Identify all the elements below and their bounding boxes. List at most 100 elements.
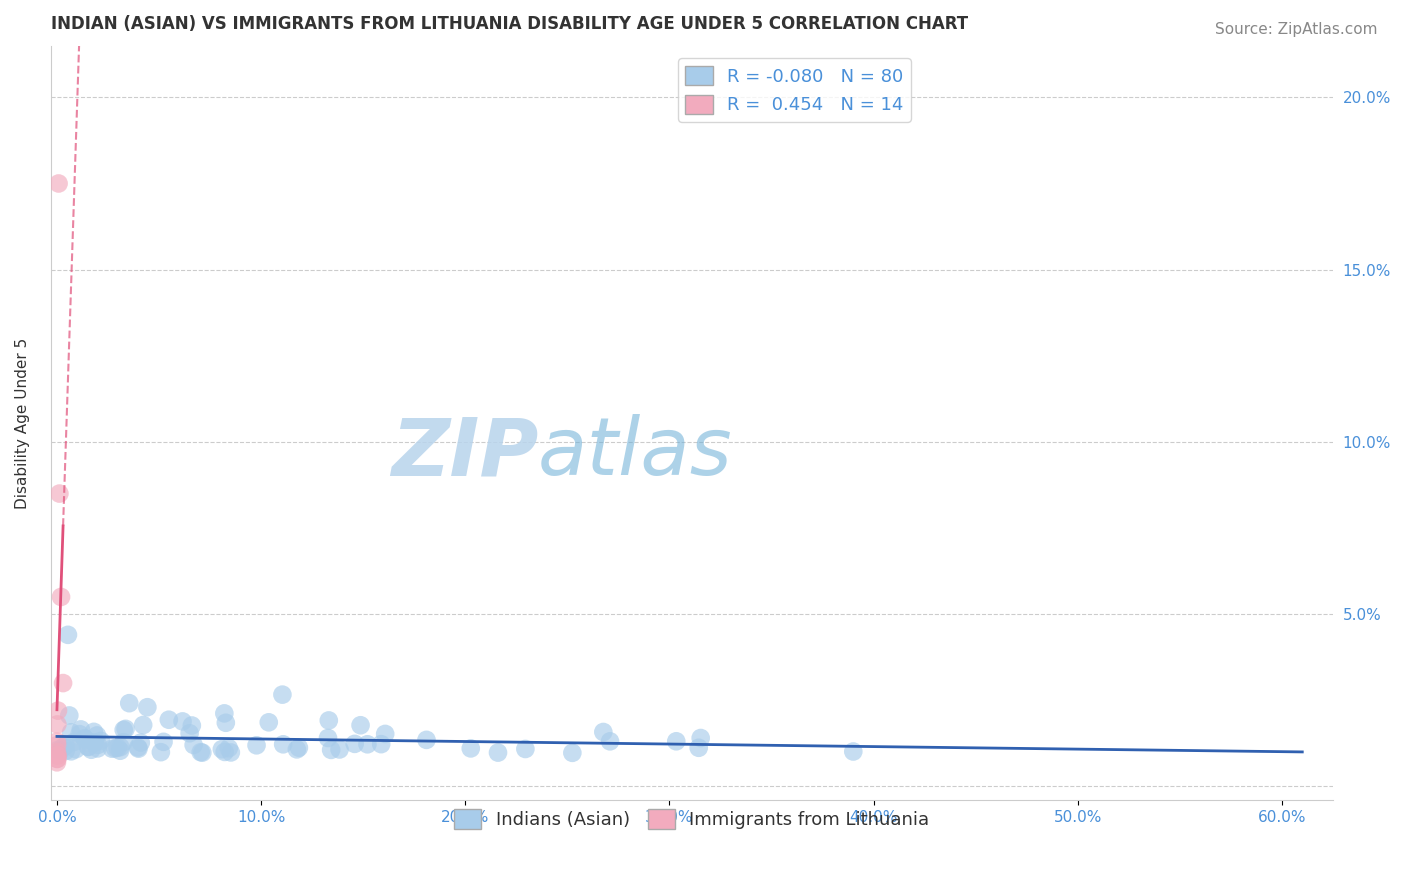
Point bbox=[80, 743, 103, 757]
Point bbox=[46, 717, 69, 731]
Point bbox=[46, 752, 69, 766]
Point bbox=[218, 741, 240, 756]
Point bbox=[77, 739, 100, 754]
Point bbox=[83, 736, 105, 750]
Point bbox=[55, 739, 77, 753]
Point bbox=[112, 723, 135, 737]
Point bbox=[52, 739, 75, 754]
Point bbox=[49, 743, 72, 757]
Point bbox=[219, 746, 242, 760]
Point bbox=[321, 743, 343, 757]
Point bbox=[86, 741, 108, 756]
Point bbox=[288, 740, 311, 755]
Point bbox=[190, 745, 212, 759]
Point bbox=[152, 735, 174, 749]
Point bbox=[128, 741, 150, 756]
Point bbox=[328, 742, 350, 756]
Point bbox=[46, 738, 69, 752]
Y-axis label: Disability Age Under 5: Disability Age Under 5 bbox=[15, 337, 30, 508]
Point bbox=[52, 676, 75, 690]
Point bbox=[285, 742, 308, 756]
Point bbox=[46, 756, 69, 770]
Point bbox=[46, 743, 69, 757]
Point bbox=[316, 731, 339, 745]
Point bbox=[83, 724, 105, 739]
Text: Source: ZipAtlas.com: Source: ZipAtlas.com bbox=[1215, 22, 1378, 37]
Point bbox=[46, 748, 69, 763]
Point bbox=[592, 725, 614, 739]
Point bbox=[374, 727, 396, 741]
Point bbox=[46, 745, 69, 759]
Text: ZIP: ZIP bbox=[391, 414, 538, 492]
Point bbox=[688, 740, 710, 755]
Point bbox=[214, 745, 236, 759]
Point bbox=[83, 735, 105, 749]
Point bbox=[48, 177, 70, 191]
Point bbox=[46, 748, 69, 763]
Point bbox=[561, 746, 583, 760]
Point bbox=[215, 715, 238, 730]
Point bbox=[129, 736, 152, 750]
Point bbox=[180, 718, 202, 732]
Point bbox=[73, 732, 96, 747]
Point bbox=[172, 714, 194, 729]
Point bbox=[157, 713, 180, 727]
Legend: Indians (Asian), Immigrants from Lithuania: Indians (Asian), Immigrants from Lithuan… bbox=[447, 802, 936, 837]
Point bbox=[86, 728, 108, 742]
Point bbox=[149, 745, 172, 759]
Point bbox=[55, 744, 77, 758]
Point bbox=[183, 738, 205, 752]
Point bbox=[136, 700, 159, 714]
Point bbox=[460, 741, 482, 756]
Point bbox=[114, 722, 136, 736]
Point bbox=[271, 737, 294, 751]
Point bbox=[599, 734, 621, 748]
Point bbox=[101, 741, 124, 756]
Point bbox=[486, 746, 509, 760]
Point bbox=[90, 734, 112, 748]
Point bbox=[245, 739, 267, 753]
Point bbox=[191, 746, 214, 760]
Point bbox=[65, 742, 87, 756]
Point bbox=[70, 723, 93, 737]
Point bbox=[132, 718, 155, 732]
Point bbox=[343, 737, 366, 751]
Point bbox=[49, 590, 72, 604]
Point bbox=[257, 715, 280, 730]
Point bbox=[665, 734, 688, 748]
Point bbox=[689, 731, 711, 745]
Point bbox=[63, 735, 86, 749]
Point bbox=[349, 718, 371, 732]
Point bbox=[87, 738, 110, 752]
Point bbox=[415, 732, 437, 747]
Point bbox=[356, 737, 378, 751]
Text: atlas: atlas bbox=[538, 414, 733, 492]
Point bbox=[107, 740, 129, 755]
Point bbox=[842, 745, 865, 759]
Point bbox=[127, 740, 149, 755]
Point bbox=[110, 740, 132, 755]
Point bbox=[46, 752, 69, 766]
Point bbox=[271, 688, 294, 702]
Point bbox=[60, 744, 83, 758]
Point bbox=[108, 744, 131, 758]
Point bbox=[46, 704, 69, 718]
Point bbox=[118, 696, 141, 710]
Point bbox=[211, 742, 233, 756]
Point bbox=[56, 628, 79, 642]
Point bbox=[112, 735, 135, 749]
Point bbox=[318, 714, 340, 728]
Point bbox=[48, 486, 70, 500]
Point bbox=[77, 739, 100, 754]
Point bbox=[370, 737, 392, 751]
Point bbox=[46, 734, 69, 748]
Point bbox=[73, 731, 96, 746]
Point bbox=[69, 727, 91, 741]
Point bbox=[58, 708, 80, 723]
Point bbox=[104, 741, 127, 756]
Point bbox=[214, 706, 236, 721]
Text: INDIAN (ASIAN) VS IMMIGRANTS FROM LITHUANIA DISABILITY AGE UNDER 5 CORRELATION C: INDIAN (ASIAN) VS IMMIGRANTS FROM LITHUA… bbox=[51, 15, 967, 33]
Point bbox=[179, 726, 201, 740]
Point bbox=[60, 725, 83, 739]
Point bbox=[515, 742, 537, 756]
